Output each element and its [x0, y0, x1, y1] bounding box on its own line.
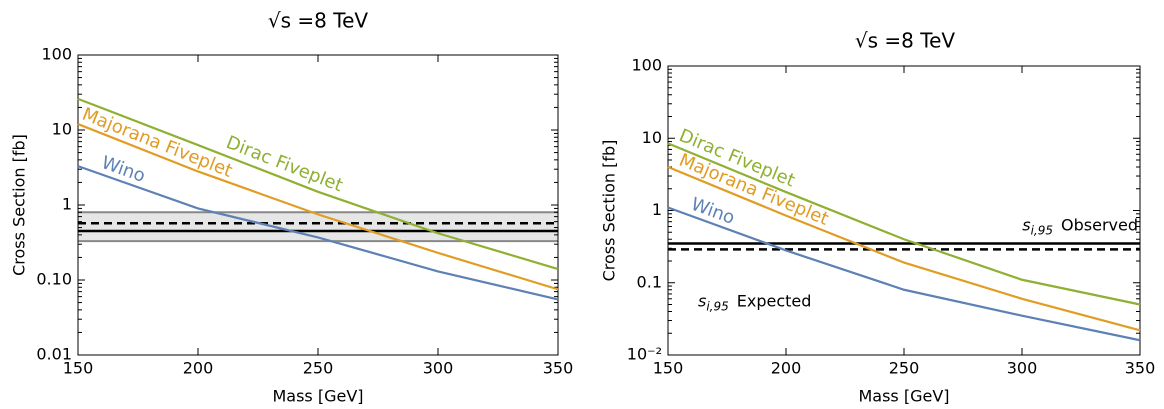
- x-tick-label: 250: [889, 359, 920, 378]
- x-tick-label: 150: [653, 359, 684, 378]
- series-line: [667, 142, 1141, 306]
- x-axis-label: Mass [GeV]: [272, 387, 363, 406]
- series-line: [667, 165, 1141, 332]
- x-tick-label: 300: [423, 359, 454, 378]
- x-axis-label: Mass [GeV]: [858, 387, 949, 406]
- symbol: s: [1022, 215, 1030, 234]
- symbol: s: [698, 291, 706, 310]
- subscript: i,95: [706, 299, 728, 313]
- y-tick-label: 0.10: [36, 270, 72, 289]
- y-axis-label: Cross Section [fb]: [10, 134, 29, 276]
- chart-title: √s =8 TeV: [855, 29, 955, 53]
- series-line: [667, 206, 1141, 342]
- x-tick-label: 150: [63, 359, 94, 378]
- reference-label: si,95 Observed: [1022, 215, 1138, 237]
- text: Observed: [1061, 215, 1138, 234]
- reference-label: si,95 Expected: [698, 291, 811, 313]
- series-line: [77, 165, 559, 301]
- y-tick-label: 1: [652, 200, 662, 219]
- x-tick-label: 200: [771, 359, 802, 378]
- y-tick-label: 1: [62, 195, 72, 214]
- y-tick-label: 10⁻²: [627, 345, 662, 364]
- x-tick-label: 300: [1007, 359, 1038, 378]
- x-tick-label: 350: [543, 359, 574, 378]
- series-line: [77, 97, 559, 271]
- text: Expected: [737, 291, 812, 310]
- x-tick-label: 250: [303, 359, 334, 378]
- y-tick-label: 100: [631, 56, 662, 75]
- subscript: i,95: [1031, 223, 1053, 237]
- y-axis-label: Cross Section [fb]: [600, 140, 619, 282]
- y-tick-label: 100: [41, 45, 72, 64]
- x-tick-label: 350: [1125, 359, 1156, 378]
- chart-title: √s =8 TeV: [268, 9, 368, 33]
- plot-frame: [77, 54, 559, 356]
- y-tick-label: 10: [52, 120, 72, 139]
- x-tick-label: 200: [183, 359, 214, 378]
- series-line: [77, 123, 559, 291]
- y-tick-label: 0.1: [637, 272, 662, 291]
- y-tick-label: 0.01: [36, 345, 72, 364]
- y-tick-label: 10: [642, 128, 662, 147]
